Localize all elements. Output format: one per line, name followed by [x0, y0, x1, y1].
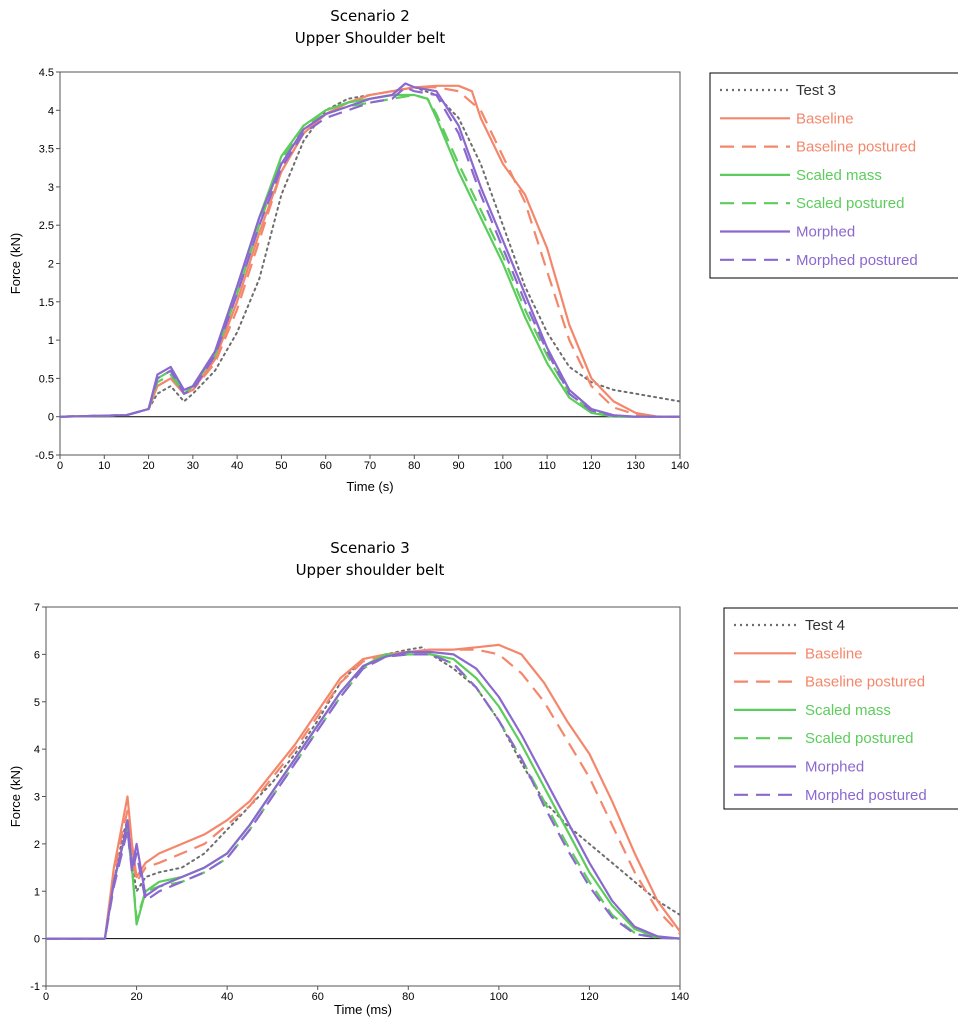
chart-subtitle: Upper Shoulder belt: [294, 29, 446, 47]
y-tick-label: 6: [34, 649, 40, 661]
legend-label: Morphed: [796, 224, 855, 241]
y-tick-label: 4.5: [39, 67, 54, 79]
y-tick-label: 1: [48, 335, 54, 347]
series-line: [60, 82, 680, 418]
x-tick-label: 120: [580, 991, 598, 1003]
x-tick-label: 80: [402, 991, 414, 1003]
series-line: [46, 648, 680, 940]
y-tick-label: 2: [48, 259, 54, 271]
x-axis-label: Time (ms): [334, 1002, 392, 1017]
x-tick-label: 120: [582, 460, 600, 472]
x-tick-label: 100: [490, 991, 508, 1003]
y-tick-label: 5: [34, 697, 40, 709]
chart-title-block: Scenario 3 Upper shoulder belt: [0, 537, 740, 581]
x-tick-label: 40: [221, 991, 233, 1003]
x-tick-label: 40: [231, 460, 243, 472]
series-group: [46, 643, 680, 940]
legend-label: Baseline postured: [805, 674, 925, 691]
y-tick-label: -0.5: [35, 450, 54, 462]
legend-label: Baseline postured: [796, 139, 916, 156]
y-tick-label: 4: [34, 744, 40, 756]
y-tick-label: 3: [34, 792, 40, 804]
legend-label: Morphed: [805, 759, 864, 776]
legend-box: [723, 607, 958, 810]
y-tick-label: 0.5: [39, 373, 54, 385]
x-tick-label: 0: [43, 991, 49, 1003]
x-tick-label: 80: [408, 460, 420, 472]
series-line: [60, 86, 680, 418]
chart-panel-scenario-3: Scenario 3 Upper shoulder belt 0 20 40 60 80…: [0, 530, 958, 1017]
legend-label: Morphed postured: [805, 787, 927, 804]
series-line: [46, 653, 680, 940]
y-tick-label: 0: [48, 412, 54, 424]
y-tick-label: 1.5: [39, 297, 54, 309]
y-axis-label: Force (kN): [8, 766, 23, 827]
x-tick-label: 50: [275, 460, 287, 472]
chart-panel-scenario-2: Scenario 2 Upper Shoulder belt 0 10 20 30 40…: [0, 0, 958, 500]
y-tick-label: 2.5: [39, 220, 54, 232]
x-tick-label: 110: [538, 460, 556, 472]
x-tick-label: 60: [320, 460, 332, 472]
y-tick-label: 2: [34, 839, 40, 851]
legend-label: Morphed postured: [796, 252, 918, 269]
legend-label: Baseline: [805, 645, 863, 662]
x-tick-label: 30: [187, 460, 199, 472]
series-group: [60, 82, 680, 418]
y-tick-label: 7: [34, 602, 40, 614]
series-line: [46, 643, 680, 940]
y-axis-label: Force (kN): [8, 233, 23, 294]
chart-title: Scenario 3: [330, 539, 410, 557]
x-tick-label: 100: [494, 460, 512, 472]
x-tick-label: 130: [627, 460, 645, 472]
y-tick-label: -1: [30, 981, 40, 993]
series-line: [46, 653, 680, 940]
x-tick-label: 140: [671, 991, 689, 1003]
chart-svg: 0 10 20 30 40 50 60 70 80 90 100 110 120 130 140-0.500…: [8, 67, 958, 494]
x-tick-label: 60: [312, 991, 324, 1003]
series-line: [46, 650, 680, 940]
legend-label: Scaled mass: [805, 702, 891, 719]
chart-title: Scenario 2: [330, 7, 410, 25]
x-tick-label: 10: [98, 460, 110, 472]
legend-label: Test 3: [796, 82, 836, 99]
y-tick-label: 3.5: [39, 144, 54, 156]
x-tick-label: 90: [452, 460, 464, 472]
x-tick-label: 0: [57, 460, 63, 472]
legend-label: Scaled postured: [796, 195, 904, 212]
y-tick-label: 0: [34, 934, 40, 946]
y-tick-label: 3: [48, 182, 54, 194]
plot-area: [45, 606, 681, 987]
chart-title-block: Scenario 2 Upper Shoulder belt: [0, 5, 740, 49]
x-axis-label: Time (s): [346, 479, 393, 494]
x-tick-label: 20: [130, 991, 142, 1003]
legend-label: Test 4: [805, 617, 845, 634]
legend-label: Baseline: [796, 110, 854, 127]
y-tick-label: 4: [48, 105, 54, 117]
legend-label: Scaled postured: [805, 730, 913, 747]
series-line: [60, 86, 680, 418]
chart-subtitle: Upper shoulder belt: [295, 561, 445, 579]
x-tick-label: 20: [142, 460, 154, 472]
x-tick-label: 140: [671, 460, 689, 472]
x-tick-label: 70: [364, 460, 376, 472]
legend-label: Scaled mass: [796, 167, 882, 184]
y-tick-label: 1: [34, 886, 40, 898]
